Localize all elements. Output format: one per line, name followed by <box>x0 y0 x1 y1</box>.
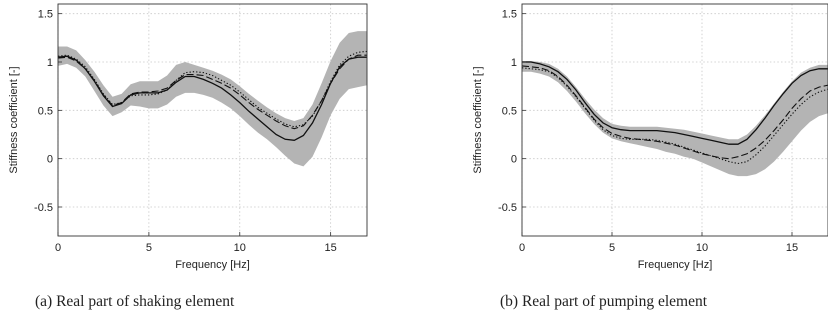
y-tick-label: -0.5 <box>498 202 517 214</box>
x-tick-label: 10 <box>696 242 708 254</box>
series-line-dotted <box>522 67 828 165</box>
x-tick-label: 15 <box>786 242 798 254</box>
series-line-dashed <box>522 65 828 160</box>
x-tick-label: 5 <box>146 242 152 254</box>
series-line-dotted <box>58 50 367 128</box>
plot-frame <box>521 3 828 237</box>
y-axis-label: Stiffness coefficient [-] <box>8 66 20 173</box>
x-axis-label: Frequency [Hz] <box>175 259 250 271</box>
y-tick-label: 0 <box>47 154 53 166</box>
x-tick-label: 0 <box>55 242 61 254</box>
chart-panel-b: 0 5 10 15 1.5 1 0.5 0 -0.5 Frequency [Hz] Stiffnes… <box>472 3 828 310</box>
plot-area <box>522 61 828 177</box>
plot-area <box>58 31 367 167</box>
y-tick-label: 0.5 <box>502 105 517 117</box>
y-tick-label: 0 <box>511 154 517 166</box>
figure-caption: (b) Real part of pumping element <box>500 293 708 310</box>
series-line-solid <box>522 61 828 145</box>
y-tick-label: 0.5 <box>38 105 53 117</box>
series-line-solid <box>58 55 367 141</box>
x-axis-label: Frequency [Hz] <box>638 259 713 271</box>
x-tick-label: 0 <box>519 242 525 254</box>
y-tick-label: -0.5 <box>34 202 53 214</box>
chart-panel-a: 0 5 10 15 1.5 1 0.5 0 -0.5 Frequency [Hz] Stiffnes… <box>8 3 368 310</box>
y-tick-label: 1.5 <box>38 9 53 21</box>
y-tick-label: 1.5 <box>502 9 517 21</box>
x-tick-label: 15 <box>325 242 337 254</box>
y-tick-label: 1 <box>47 57 53 69</box>
plot-frame <box>57 3 368 237</box>
y-axis-label: Stiffness coefficient [-] <box>472 66 484 173</box>
uncertainty-band <box>58 31 367 167</box>
x-tick-label: 10 <box>234 242 246 254</box>
figure-caption: (a) Real part of shaking element <box>35 293 235 310</box>
x-tick-label: 5 <box>609 242 615 254</box>
y-tick-label: 1 <box>511 57 517 69</box>
uncertainty-band <box>522 61 828 177</box>
